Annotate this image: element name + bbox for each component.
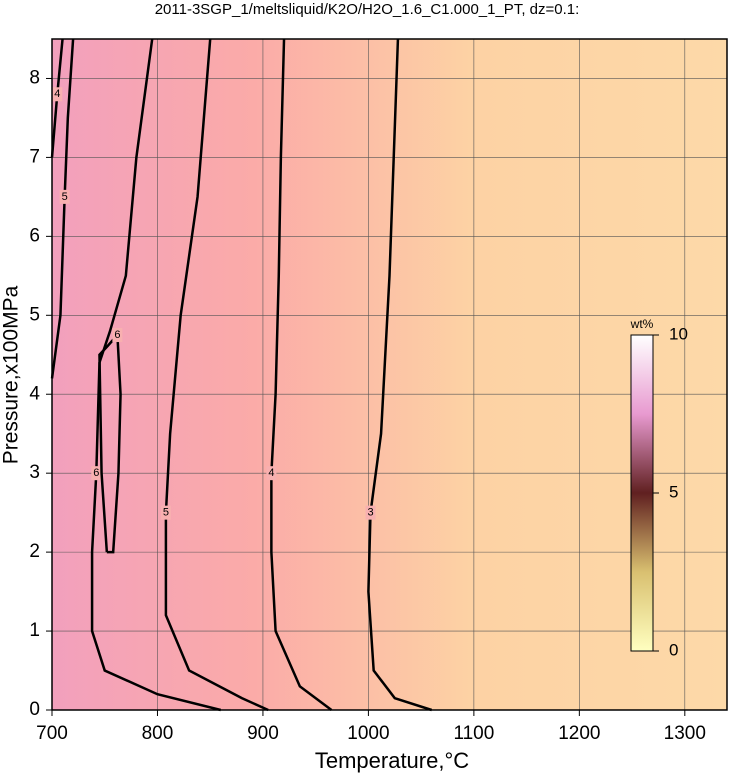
contour-label: 6 — [93, 467, 99, 479]
chart-title: 2011-3SGP_1/meltsliquid/K2O/H2O_1.6_C1.0… — [155, 1, 580, 18]
colorbar-scale — [630, 334, 654, 652]
x-tick-label: 700 — [36, 723, 68, 744]
colorbar: wt% 0 5 10 — [630, 317, 688, 659]
contour-label: 5 — [163, 507, 169, 519]
x-tick-label: 900 — [247, 723, 279, 744]
contour-label: 3 — [367, 507, 373, 519]
plot-area: 3 4 5 6 6 5 4 — [50, 38, 727, 712]
x-tick-label: 800 — [142, 723, 174, 744]
x-tick-label: 1000 — [347, 723, 389, 744]
y-tick-label: 2 — [29, 541, 40, 562]
contour-label: 6 — [114, 329, 120, 341]
contour-label-bg — [59, 189, 70, 204]
x-axis-label: Temperature,°C — [315, 748, 469, 773]
plot-frame — [51, 38, 728, 711]
plot-background — [52, 39, 727, 710]
contour-label: 4 — [54, 88, 60, 100]
y-tick-label: 5 — [29, 304, 40, 325]
colorbar-label: wt% — [630, 317, 654, 331]
x-tick-label: 1300 — [664, 723, 706, 744]
colorbar-tick-label: 5 — [669, 482, 678, 501]
contour-label: 4 — [268, 467, 274, 479]
contour-label-bg — [365, 505, 376, 520]
contour-label-bg — [160, 505, 171, 520]
y-axis-label: Pressure,x100MPa — [0, 285, 23, 464]
y-tick-label: 0 — [29, 699, 40, 720]
y-tick-label: 1 — [29, 620, 40, 641]
y-tick-label: 8 — [29, 67, 40, 88]
contour-label-bg — [52, 87, 63, 102]
y-tick-label: 4 — [29, 383, 40, 404]
contour-label-bg — [266, 466, 277, 481]
colorbar-tick-label: 0 — [669, 640, 678, 659]
contour-label-bg — [112, 328, 123, 343]
contour-label: 5 — [62, 191, 68, 203]
contour-label-bg — [91, 466, 102, 481]
x-tick-label: 1100 — [453, 723, 494, 744]
y-tick-label: 7 — [29, 146, 40, 167]
x-tick-label: 1200 — [558, 723, 600, 744]
colorbar-tick-label: 10 — [669, 324, 688, 343]
y-tick-label: 6 — [29, 225, 40, 246]
y-tick-label: 3 — [29, 462, 40, 483]
